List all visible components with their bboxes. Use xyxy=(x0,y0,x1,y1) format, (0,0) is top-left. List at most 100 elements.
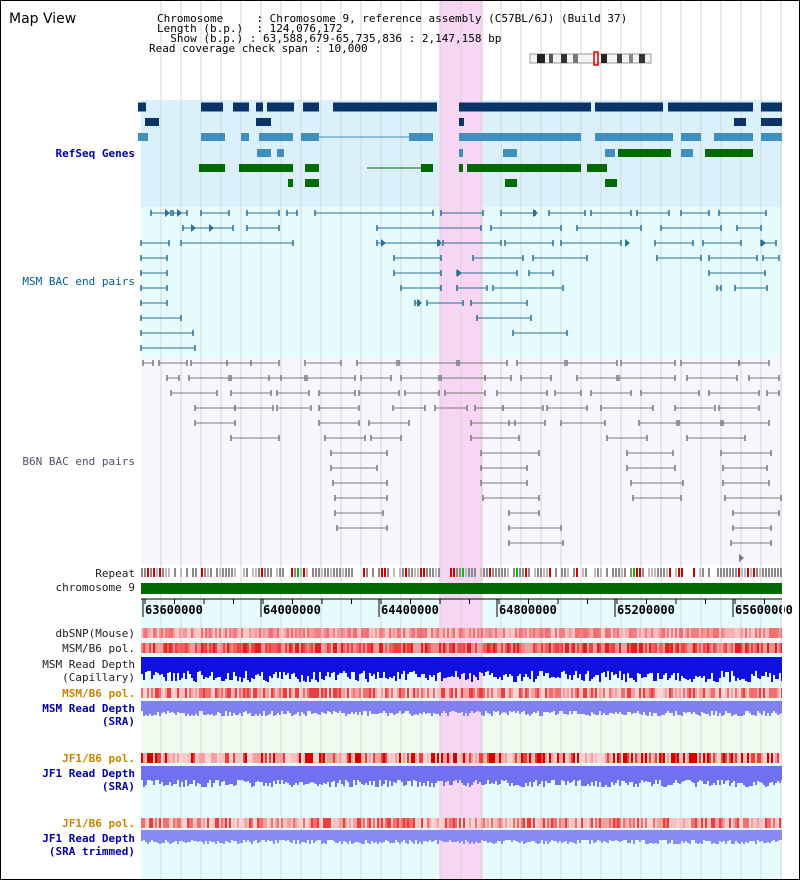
repeat-mark xyxy=(339,568,341,577)
track-label-msm-b6-pol-sra[interactable]: MSM/B6 pol. xyxy=(62,687,135,700)
dbsnp-heat xyxy=(633,628,635,638)
track-label-chromosome[interactable]: chromosome 9 xyxy=(55,581,135,594)
dbsnp-heat xyxy=(695,628,697,638)
repeat-mark xyxy=(408,568,410,577)
msm-depth-capillary-bar xyxy=(539,657,541,671)
dbsnp-heat xyxy=(253,628,255,638)
track-label-repeat[interactable]: Repeat xyxy=(95,567,135,580)
track-label-jf1-depth-trimmed[interactable]: JF1 Read Depth (SRA trimmed) xyxy=(42,832,135,858)
jf1-b6-pol-2-heat xyxy=(649,818,651,828)
jf1-b6-pol-heat xyxy=(591,753,593,763)
jf1-depth-bar xyxy=(339,766,341,780)
msm-b6-pol-heat xyxy=(599,643,601,653)
jf1-b6-pol-heat xyxy=(759,753,761,763)
msm-b6-pol-sra-heat xyxy=(225,688,227,698)
msm-depth-capillary-bar xyxy=(385,657,387,678)
msm-b6-pol-heat xyxy=(373,643,375,653)
msm-depth-capillary-bar xyxy=(569,657,571,675)
msm-depth-sra-bar xyxy=(177,701,179,712)
jf1-b6-pol-heat xyxy=(595,753,597,763)
msm-b6-pol-heat xyxy=(319,643,321,653)
msm-b6-pol-sra-heat xyxy=(643,688,645,698)
track-label-refseq[interactable]: RefSeq Genes xyxy=(55,147,135,160)
track-label-msm-depth-capillary[interactable]: MSM Read Depth (Capillary) xyxy=(42,658,135,684)
msm-b6-pol-heat xyxy=(727,643,729,653)
repeat-mark xyxy=(351,568,353,577)
jf1-depth-trimmed-bar xyxy=(461,830,463,841)
msm-depth-sra-bar xyxy=(193,701,195,716)
repeat-mark xyxy=(141,568,143,577)
track-label-jf1-b6-pol[interactable]: JF1/B6 pol. xyxy=(62,752,135,765)
dbsnp-heat xyxy=(427,628,429,638)
msm-b6-pol-sra-heat xyxy=(295,688,297,698)
jf1-depth-trimmed-bar xyxy=(191,830,193,840)
track-label-msm-bac[interactable]: MSM BAC end pairs xyxy=(22,275,135,288)
dbsnp-heat xyxy=(431,628,433,638)
jf1-b6-pol-heat xyxy=(645,753,647,763)
track-label-line: JF1 Read Depth xyxy=(42,832,135,845)
repeat-mark xyxy=(555,568,557,577)
msm-depth-capillary-bar xyxy=(203,657,205,679)
jf1-b6-pol-2-heat xyxy=(755,818,757,828)
msm-depth-sra-bar xyxy=(381,701,383,713)
jf1-depth-bar xyxy=(295,766,297,783)
jf1-depth-trimmed-bar xyxy=(597,830,599,840)
msm-b6-pol-sra-heat xyxy=(271,688,273,698)
msm-b6-pol-sra-heat xyxy=(191,688,193,698)
msm-depth-capillary-bar xyxy=(419,657,421,677)
msm-depth-sra-bar xyxy=(283,701,285,714)
track-label-msm-b6-pol[interactable]: MSM/B6 pol. xyxy=(62,642,135,655)
msm-b6-pol-heat xyxy=(639,643,641,653)
repeat-mark xyxy=(765,568,767,577)
dbsnp-heat xyxy=(311,628,313,638)
jf1-depth-trimmed-bar xyxy=(533,830,535,841)
msm-b6-pol-heat xyxy=(365,643,367,653)
msm-b6-pol-heat xyxy=(277,643,279,653)
msm-b6-pol-heat xyxy=(435,643,437,653)
jf1-depth-trimmed-bar xyxy=(705,830,707,841)
jf1-b6-pol-heat xyxy=(471,753,473,763)
jf1-b6-pol-heat xyxy=(517,753,519,763)
msm-depth-capillary-bar xyxy=(221,657,223,681)
gene-exon xyxy=(459,118,464,126)
msm-b6-pol-sra-heat xyxy=(363,688,365,698)
repeat-mark xyxy=(465,568,467,577)
repeat-mark xyxy=(204,568,206,577)
jf1-depth-bar xyxy=(601,766,603,787)
msm-depth-sra-bar xyxy=(227,701,229,716)
jf1-b6-pol-heat xyxy=(153,753,155,763)
msm-b6-pol-heat xyxy=(677,643,679,653)
msm-b6-pol-heat xyxy=(755,643,757,653)
repeat-mark xyxy=(282,568,284,577)
jf1-b6-pol-heat xyxy=(431,753,433,763)
msm-depth-sra-bar xyxy=(203,701,205,715)
msm-depth-capillary-bar xyxy=(701,657,703,678)
jf1-b6-pol-2-heat xyxy=(577,818,579,828)
msm-b6-pol-sra-heat xyxy=(171,688,173,698)
msm-depth-capillary-bar xyxy=(755,657,757,671)
track-label-msm-depth-sra[interactable]: MSM Read Depth (SRA) xyxy=(42,702,135,728)
msm-b6-pol-heat xyxy=(573,643,575,653)
gene-exon xyxy=(505,179,517,187)
dbsnp-heat xyxy=(435,628,437,638)
jf1-b6-pol-heat xyxy=(357,753,359,763)
jf1-depth-trimmed-bar xyxy=(301,830,303,842)
jf1-depth-bar xyxy=(685,766,687,780)
jf1-b6-pol-2-heat xyxy=(689,818,691,828)
msm-b6-pol-sra-heat xyxy=(695,688,697,698)
jf1-b6-pol-heat xyxy=(745,753,747,763)
msm-depth-sra-bar xyxy=(265,701,267,716)
dbsnp-heat xyxy=(181,628,183,638)
track-label-b6n-bac[interactable]: B6N BAC end pairs xyxy=(22,455,135,468)
repeat-mark xyxy=(567,568,569,577)
jf1-depth-trimmed-bar xyxy=(329,830,331,840)
track-label-dbsnp[interactable]: dbSNP(Mouse) xyxy=(55,627,135,640)
chromosome-bar xyxy=(141,583,782,594)
track-label-jf1-depth[interactable]: JF1 Read Depth (SRA) xyxy=(42,767,135,793)
dbsnp-heat xyxy=(309,628,311,638)
repeat-mark xyxy=(252,568,254,577)
track-label-jf1-b6-pol-2[interactable]: JF1/B6 pol. xyxy=(62,817,135,830)
msm-b6-pol-heat xyxy=(501,643,503,653)
jf1-b6-pol-heat xyxy=(749,753,751,763)
